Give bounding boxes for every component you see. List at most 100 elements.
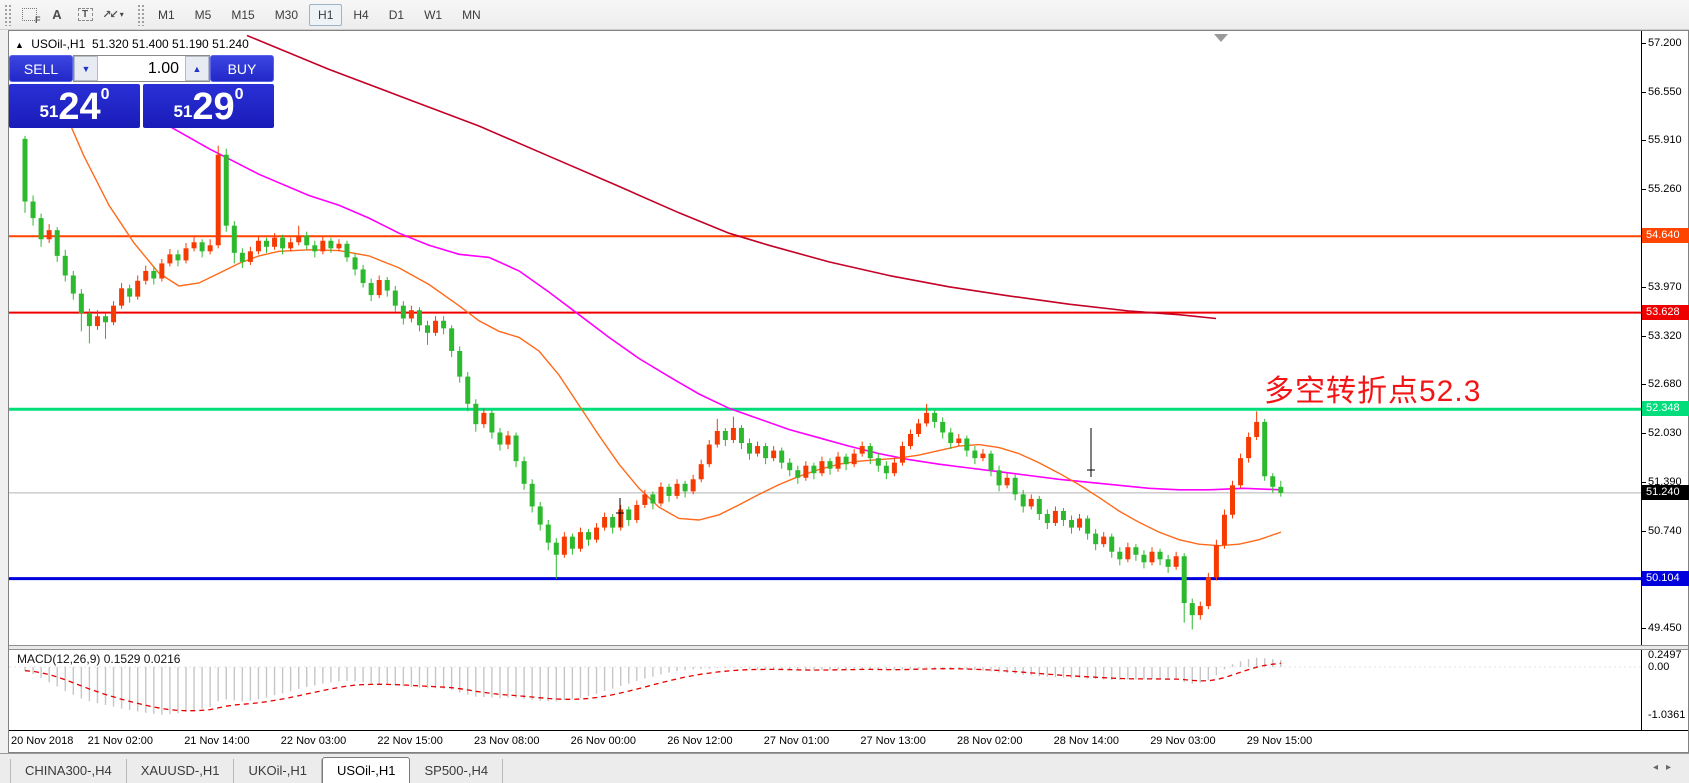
buy-price-prefix: 51 xyxy=(173,102,193,121)
text-label-icon[interactable]: T xyxy=(72,3,98,27)
time-axis-label: 21 Nov 02:00 xyxy=(87,735,154,747)
time-axis-label: 29 Nov 15:00 xyxy=(1246,735,1313,747)
chart-tab-xauusdh1[interactable]: XAUUSD-,H1 xyxy=(127,759,235,783)
axis-tick xyxy=(1642,335,1646,337)
timeframe-toolbar: M1 M5 M15 M30 H1 H4 D1 W1 MN xyxy=(148,3,491,26)
axis-tick xyxy=(1642,627,1646,629)
time-axis-label: 22 Nov 15:00 xyxy=(377,735,443,747)
time-axis-label: 28 Nov 02:00 xyxy=(957,735,1023,747)
price-axis: 57.200 56.550 55.910 55.260 53.970 53.320 52.6… xyxy=(1641,31,1689,730)
price-level-badge: 51.240 xyxy=(1642,484,1689,500)
buy-price-big: 29 xyxy=(192,85,235,128)
chart-shift-marker-icon[interactable] xyxy=(1214,34,1228,42)
price-level-badge: 52.348 xyxy=(1642,401,1689,417)
timeframe-button-d1[interactable]: D1 xyxy=(388,7,405,22)
buy-button[interactable]: BUY xyxy=(210,55,274,82)
price-tick-label: 52.030 xyxy=(1648,427,1682,440)
ma-fast-orange xyxy=(60,103,1282,547)
symbol-label: USOil-,H1 xyxy=(31,37,86,51)
pane-separator[interactable] xyxy=(9,645,1688,650)
price-tick-label: 50.740 xyxy=(1648,524,1682,537)
price-tick-label: 56.550 xyxy=(1648,86,1682,99)
timeframe-button-m15[interactable]: M15 xyxy=(231,7,255,22)
tab-scroll-right-icon[interactable]: ▸ xyxy=(1665,762,1679,773)
timeframe-button-m1[interactable]: M1 xyxy=(158,7,175,22)
collapse-panel-icon[interactable]: ▲ xyxy=(15,40,24,50)
axis-tick xyxy=(1642,43,1646,44)
axis-tick xyxy=(1642,384,1646,386)
chart-title: ▲ USOil-,H1 51.320 51.400 51.190 51.240 xyxy=(15,37,249,51)
timeframe-button-m30[interactable]: M30 xyxy=(274,7,299,22)
chart-tab-sp500h4[interactable]: SP500-,H4 xyxy=(410,759,504,783)
main-chart-canvas[interactable] xyxy=(9,31,1641,645)
chart-tab-usoilh1[interactable]: USOil-,H1 xyxy=(321,757,411,783)
time-axis-label: 21 Nov 14:00 xyxy=(184,735,250,747)
axis-tick xyxy=(1642,433,1646,435)
price-level-badge: 53.628 xyxy=(1642,304,1689,320)
top-toolbar: F A T ↗↙ ▾ M1 M5 M15 M30 H1 H4 D1 W1 MN xyxy=(0,0,1689,30)
time-axis-label: 26 Nov 00:00 xyxy=(570,735,637,747)
buy-price-sup: 0 xyxy=(234,86,244,103)
price-tick-label: 55.260 xyxy=(1648,183,1682,196)
toolbar-grip[interactable] xyxy=(4,3,11,26)
volume-decrease-button[interactable]: ▼ xyxy=(74,56,98,81)
chart-tab-china300h4[interactable]: CHINA300-,H4 xyxy=(10,759,127,783)
price-level-badge: 50.104 xyxy=(1642,570,1689,586)
axis-tick xyxy=(1642,140,1646,142)
time-axis-label: 23 Nov 08:00 xyxy=(474,735,540,747)
time-axis-label: 27 Nov 13:00 xyxy=(860,735,926,747)
macd-tick-label: -1.0361 xyxy=(1648,708,1686,721)
time-axis-label: 27 Nov 01:00 xyxy=(763,735,830,747)
time-axis-label: 28 Nov 14:00 xyxy=(1053,735,1120,747)
arrow-objects-icon[interactable]: ↗↙ ▾ xyxy=(102,9,124,21)
price-level-badge: 54.640 xyxy=(1642,228,1689,244)
tab-scroll-arrows[interactable]: ◂▸ xyxy=(1653,762,1679,773)
price-tick-label: 57.200 xyxy=(1648,37,1682,49)
price-tick-label: 51.390 xyxy=(1648,475,1682,488)
axis-tick xyxy=(1642,286,1646,288)
sell-price-button[interactable]: 51 24 0 xyxy=(9,84,140,128)
macd-indicator-label: MACD(12,26,9) 0.1529 0.0216 xyxy=(17,652,181,666)
time-axis-label: 20 Nov 2018 xyxy=(11,735,74,747)
tab-scroll-left-icon[interactable]: ◂ xyxy=(1652,762,1666,773)
volume-spinner: ▼ ▲ xyxy=(73,55,210,82)
text-a-icon[interactable]: A xyxy=(52,7,62,22)
volume-increase-button[interactable]: ▲ xyxy=(185,56,209,81)
chart-window: ▲ USOil-,H1 51.320 51.400 51.190 51.240 … xyxy=(8,30,1689,753)
timeframe-button-h1[interactable]: H1 xyxy=(309,3,343,26)
crosshair-grid-icon[interactable]: F xyxy=(16,3,42,27)
axis-tick xyxy=(1642,530,1646,532)
time-axis-label: 29 Nov 03:00 xyxy=(1150,735,1216,747)
time-axis: 20 Nov 2018 21 Nov 02:00 21 Nov 14:00 22 No… xyxy=(9,730,1688,752)
toolbar-grip-2[interactable] xyxy=(137,3,144,26)
macd-pane-canvas[interactable] xyxy=(9,650,1641,728)
axis-tick xyxy=(1642,92,1646,94)
ma-slow-crimson xyxy=(246,34,1217,320)
price-tick-label: 53.320 xyxy=(1648,329,1682,342)
volume-input[interactable] xyxy=(98,56,185,81)
sell-price-sup: 0 xyxy=(100,86,110,103)
ohlc-values: 51.320 51.400 51.190 51.240 xyxy=(91,37,249,51)
axis-tick xyxy=(1642,481,1646,483)
chart-text-annotation: 多空转折点52.3 xyxy=(1264,375,1482,408)
sell-price-big: 24 xyxy=(58,85,101,128)
chart-tab-ukoilh1[interactable]: UKOil-,H1 xyxy=(234,759,322,783)
price-tick-label: 49.450 xyxy=(1648,621,1682,634)
timeframe-button-mn[interactable]: MN xyxy=(462,7,481,22)
timeframe-button-m5[interactable]: M5 xyxy=(194,7,212,22)
price-tick-label: 53.970 xyxy=(1648,280,1682,293)
one-click-trade-panel: SELL ▼ ▲ BUY 51 24 0 51 29 0 xyxy=(9,55,274,128)
axis-tick xyxy=(1642,189,1646,191)
timeframe-button-h4[interactable]: H4 xyxy=(353,7,369,22)
ma-mid-magenta xyxy=(148,114,1282,491)
macd-tick-label: 0.2497 xyxy=(1648,649,1682,662)
time-axis-label: 26 Nov 12:00 xyxy=(667,735,733,747)
time-axis-label: 22 Nov 03:00 xyxy=(280,735,347,747)
sell-price-prefix: 51 xyxy=(39,102,59,121)
sell-button[interactable]: SELL xyxy=(9,55,73,82)
price-tick-label: 52.680 xyxy=(1648,378,1682,391)
price-tick-label: 55.910 xyxy=(1648,134,1682,147)
macd-tick-label: 0.00 xyxy=(1648,661,1670,673)
timeframe-button-w1[interactable]: W1 xyxy=(424,7,443,22)
buy-price-button[interactable]: 51 29 0 xyxy=(143,84,274,128)
